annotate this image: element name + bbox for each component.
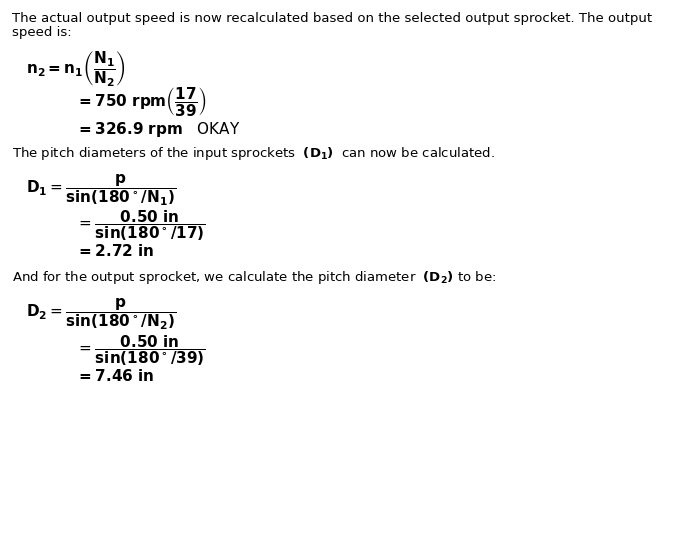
Text: $= \dfrac{\mathbf{0.50\ in}}{\mathbf{sin(180^\circ / 39)}}$: $= \dfrac{\mathbf{0.50\ in}}{\mathbf{sin…: [76, 333, 206, 368]
Text: $\mathbf{= 326.9\ rpm}$   OKAY: $\mathbf{= 326.9\ rpm}$ OKAY: [76, 120, 240, 139]
Text: speed is:: speed is:: [12, 26, 72, 40]
Text: $\mathbf{D_1} = \dfrac{\mathbf{p}}{\mathbf{sin(180^\circ / N_1)}}$: $\mathbf{D_1} = \dfrac{\mathbf{p}}{\math…: [26, 173, 177, 209]
Text: The actual output speed is now recalculated based on the selected output sprocke: The actual output speed is now recalcula…: [12, 12, 653, 25]
Text: $\mathbf{= 7.46\ in}$: $\mathbf{= 7.46\ in}$: [76, 368, 154, 384]
Text: And for the output sprocket, we calculate the pitch diameter  $\mathbf{(D_2)}$ t: And for the output sprocket, we calculat…: [12, 269, 497, 286]
Text: $\mathbf{= 750\ rpm}\left(\dfrac{\mathbf{17}}{\mathbf{39}}\right)$: $\mathbf{= 750\ rpm}\left(\dfrac{\mathbf…: [76, 85, 207, 118]
Text: $\mathbf{= 2.72\ in}$: $\mathbf{= 2.72\ in}$: [76, 243, 154, 259]
Text: $\mathbf{D_2} = \dfrac{\mathbf{p}}{\mathbf{sin(180^\circ / N_2)}}$: $\mathbf{D_2} = \dfrac{\mathbf{p}}{\math…: [26, 296, 177, 332]
Text: The pitch diameters of the input sprockets  $\mathbf{(D_1)}$  can now be calcula: The pitch diameters of the input sprocke…: [12, 145, 495, 163]
Text: $\mathbf{n_2 = n_1}\left(\dfrac{\mathbf{N_1}}{\mathbf{N_2}}\right)$: $\mathbf{n_2 = n_1}\left(\dfrac{\mathbf{…: [26, 49, 126, 88]
Text: $= \dfrac{\mathbf{0.50\ in}}{\mathbf{sin(180^\circ / 17)}}$: $= \dfrac{\mathbf{0.50\ in}}{\mathbf{sin…: [76, 209, 206, 243]
